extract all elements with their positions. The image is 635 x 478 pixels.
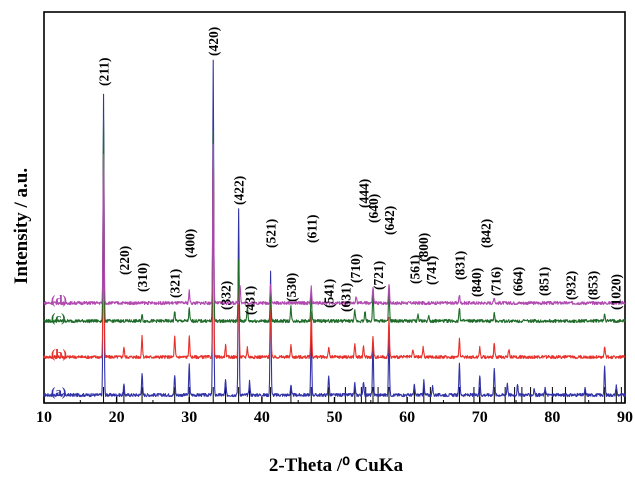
peak-label: (420)	[206, 27, 221, 56]
peak-label: (521)	[264, 219, 279, 248]
x-tick-label: 10	[36, 409, 52, 426]
x-tick-label: 30	[181, 409, 197, 426]
x-tick-label: 70	[472, 409, 488, 426]
peak-label: (1020)	[609, 274, 624, 310]
peak-label: (932)	[564, 271, 579, 300]
series-line	[43, 59, 626, 398]
x-tick-label: 50	[327, 409, 343, 426]
series-labels: (a) (b) (c) (d)	[51, 292, 67, 399]
x-axis-label: 2-Theta /⁰ CuKa	[269, 455, 404, 476]
peak-label: (541)	[322, 279, 337, 308]
peak-label: (220)	[117, 246, 132, 275]
peak-label: (800)	[416, 233, 431, 262]
peak-label: (710)	[348, 254, 363, 283]
peak-label: (631)	[338, 283, 353, 312]
x-tick-label: 40	[254, 409, 270, 426]
x-axis-ticks: 10 20 30 40 50 60 70 80 90	[36, 397, 633, 426]
series-line	[43, 145, 626, 360]
peak-label: (716)	[489, 267, 504, 296]
peak-label: (840)	[469, 268, 484, 297]
series-layer	[43, 59, 626, 398]
peak-label: (642)	[382, 206, 397, 235]
x-tick-label: 80	[544, 409, 560, 426]
peak-label: (400)	[182, 229, 197, 258]
peak-label: (640)	[366, 194, 381, 223]
plot-frame	[43, 11, 626, 404]
peak-label: (530)	[284, 273, 299, 302]
peak-label: (444)	[357, 179, 372, 208]
peak-label: (831)	[452, 251, 467, 280]
series-label: (c)	[51, 310, 65, 325]
series-label: (b)	[51, 346, 67, 361]
peak-label: (721)	[371, 261, 386, 290]
peak-label: (853)	[585, 271, 600, 300]
series-label: (d)	[51, 292, 67, 307]
peak-label: (611)	[304, 215, 319, 244]
peak-label: (431)	[243, 286, 258, 315]
peak-label: (211)	[97, 58, 112, 87]
peak-label: (422)	[232, 176, 247, 205]
x-tick-label: 60	[399, 409, 415, 426]
peak-label: (741)	[424, 256, 439, 285]
x-tick-label: 90	[617, 409, 633, 426]
peak-label: (310)	[135, 263, 150, 292]
plot-area	[43, 11, 626, 404]
peak-label: (664)	[511, 267, 526, 296]
peak-label: (332)	[219, 281, 234, 310]
peak-label: (851)	[537, 267, 552, 296]
series-label: (a)	[51, 384, 66, 399]
peak-label: (842)	[479, 219, 494, 248]
peak-label: (321)	[168, 269, 183, 298]
peak-label: (561)	[407, 255, 422, 284]
series-line	[43, 143, 626, 306]
x-tick-label: 20	[109, 409, 125, 426]
peak-labels: (211) (220)(310) (321) (400) (420) (332) (422)…	[97, 27, 624, 315]
series-line	[43, 119, 626, 324]
y-axis-label: Intensity / a.u.	[11, 168, 32, 284]
